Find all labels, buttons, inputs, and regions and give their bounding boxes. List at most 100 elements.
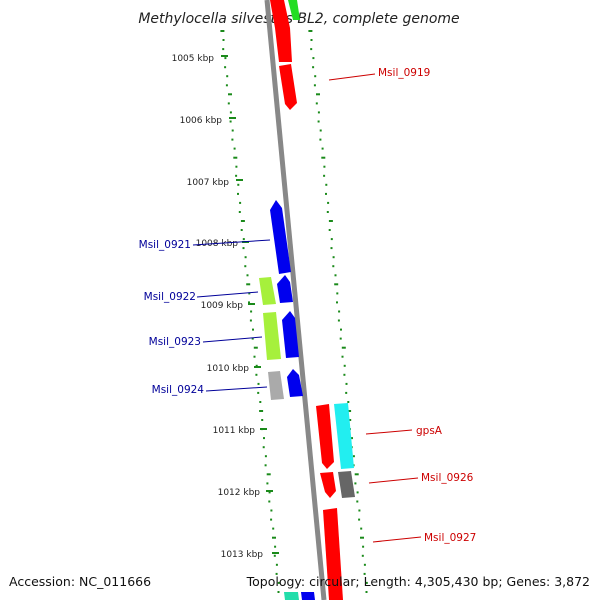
dot-right [363,572,366,575]
dot-left [227,102,230,105]
dot-left [220,30,225,32]
dot-left [251,337,254,340]
dot-left [253,355,256,358]
dot-right [356,500,359,503]
gene-msil-0926[interactable] [320,472,336,498]
dot-right [361,554,364,557]
dot-left [248,292,251,295]
dot-left [273,554,276,557]
dot-left [233,147,236,150]
dot-left [263,437,265,440]
dot-left [277,581,280,584]
dot-right [321,156,326,159]
dot-right [313,84,316,87]
dot-left [239,201,242,204]
kbp-tick-1012: 1012 kbp [218,488,273,498]
gene-label-msil-0919[interactable]: Msil_0919 [378,67,430,79]
dot-left [277,591,280,593]
gene-msil-0921[interactable] [270,200,291,274]
kbp-tick-1009: 1009 kbp [201,301,255,311]
dot-left [252,328,254,331]
dot-left [238,211,241,213]
dot-right [334,274,337,277]
dot-left [222,39,225,41]
dot-left [242,238,245,241]
dot-left [274,545,277,548]
dot-right [332,265,335,268]
gene-msil-0926-dark[interactable] [338,471,355,498]
gene-msil-0919[interactable] [279,64,297,110]
dot-right [354,482,357,485]
dot-right [317,111,320,114]
dot-left [261,419,264,421]
gene-msil-0924-blue[interactable] [287,369,303,397]
gene-top-partial-green[interactable] [288,0,300,20]
gene-top-partial-red[interactable] [270,0,292,62]
dot-left [233,156,238,159]
topology-text: Topology: circular; Length: 4,305,430 bp… [246,574,590,589]
dot-left [244,256,247,259]
dot-right [349,419,352,421]
gene-bottom-partial-blue[interactable] [301,592,315,600]
gene-msil-0922-lime[interactable] [259,277,276,305]
dot-left [268,491,271,494]
kbp-tick-1005: 1005 kbp [172,54,228,64]
dot-right [347,401,350,403]
dot-left [237,183,240,186]
dot-right [345,391,348,394]
dot-right [334,283,339,286]
kbp-tick-1006: 1006 kbp [180,116,236,126]
dot-left [225,84,228,87]
dot-right [330,247,333,250]
gene-bottom-partial-teal[interactable] [284,592,299,600]
kbp-tick-1007: 1007 kbp [187,178,243,188]
dot-left [244,265,247,268]
dot-right [337,319,340,322]
dot-right [365,581,368,584]
dot-right [314,75,317,78]
gene-msil-0923-lime[interactable] [263,312,281,360]
dot-right [330,238,333,241]
dot-left [257,382,260,385]
dot-right [358,509,361,512]
dot-right [341,355,344,358]
dot-right [360,527,363,530]
gene-label-msil-0924[interactable]: Msil_0924 [152,384,205,396]
dot-right [327,201,330,204]
dot-left [262,446,265,449]
gene-msil-0927[interactable] [323,508,343,600]
dot-left [259,401,262,403]
dot-right [338,310,341,313]
dot-right [343,373,346,376]
gene-label-msil-0926[interactable]: Msil_0926 [421,472,474,484]
dot-right [312,66,315,69]
gene-label-gpsa[interactable]: gpsA [416,425,443,437]
gene-label-msil-0923[interactable]: Msil_0923 [149,336,201,348]
dot-left [272,536,276,539]
gene-msil-0922-blue[interactable] [277,275,293,303]
gene-gpsa[interactable] [316,404,334,469]
dot-right [321,147,324,150]
dot-right [343,364,346,367]
kbp-label: 1005 kbp [172,54,215,64]
dot-left [257,391,260,394]
dot-right [332,256,335,259]
dot-right [354,473,359,476]
kbp-label: 1009 kbp [201,301,244,311]
dot-right [315,102,318,105]
gene-label-msil-0921[interactable]: Msil_0921 [139,239,191,251]
kbp-label: 1013 kbp [221,550,264,560]
dot-left [222,48,225,51]
dot-right [352,455,355,458]
gene-msil-0924-gray[interactable] [268,371,284,400]
gene-msil-0923-blue[interactable] [282,311,299,358]
dot-left [224,66,227,69]
gene-gpsa-cyan[interactable] [334,403,354,469]
dot-right [326,211,329,213]
gene-label-msil-0922[interactable]: Msil_0922 [144,291,196,303]
dot-right [336,292,339,295]
dot-right [325,192,327,195]
dot-left [237,192,239,195]
dot-right [347,410,352,412]
gene-label-msil-0927[interactable]: Msil_0927 [424,532,476,544]
